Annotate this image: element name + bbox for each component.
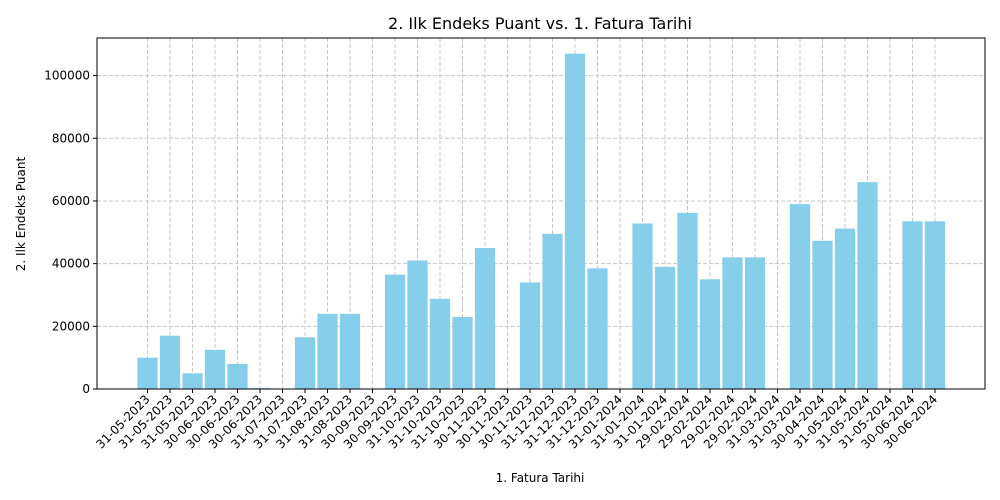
- bar: [317, 313, 338, 389]
- y-tick-label: 60000: [52, 194, 90, 208]
- y-axis-ticks: 0 20000 40000 60000 80000 100000: [44, 69, 97, 396]
- bar: [339, 313, 361, 389]
- bar: [902, 221, 923, 389]
- bar: [204, 349, 226, 389]
- y-tick-label: 20000: [52, 319, 90, 333]
- bar: [699, 279, 721, 389]
- bar: [159, 335, 181, 389]
- y-axis-label: 2. Ilk Endeks Puant: [14, 157, 28, 272]
- bar: [857, 182, 878, 389]
- y-tick-label: 40000: [52, 257, 90, 271]
- bar: [519, 282, 541, 389]
- x-axis-label: 1. Fatura Tarihi: [496, 471, 585, 485]
- bar: [632, 223, 653, 389]
- chart-title: 2. Ilk Endeks Puant vs. 1. Fatura Tarihi: [388, 14, 692, 33]
- bars: [137, 53, 946, 389]
- bar: [227, 363, 248, 389]
- bar: [542, 233, 563, 389]
- bar: [564, 53, 586, 389]
- bar: [744, 257, 766, 389]
- bar: [812, 240, 833, 389]
- bar: [407, 260, 428, 389]
- bar: [384, 274, 406, 389]
- bar: [294, 337, 316, 389]
- y-tick-label: 80000: [52, 131, 90, 145]
- y-tick-label: 0: [82, 382, 90, 396]
- bar: [474, 247, 496, 389]
- bar: [452, 316, 473, 389]
- bar: [587, 268, 608, 389]
- bar: [654, 266, 676, 389]
- bar: [924, 221, 946, 389]
- bar: [722, 257, 743, 389]
- bar: [137, 357, 158, 389]
- plot-frame: [96, 37, 986, 390]
- bar: [677, 212, 698, 389]
- bar: [182, 373, 203, 389]
- bar: [789, 204, 811, 389]
- y-tick-label: 100000: [44, 69, 90, 83]
- x-axis-ticks: 31-05-202331-05-202331-05-202330-06-2023…: [93, 389, 940, 451]
- bar: [429, 298, 451, 389]
- bar: [834, 228, 856, 389]
